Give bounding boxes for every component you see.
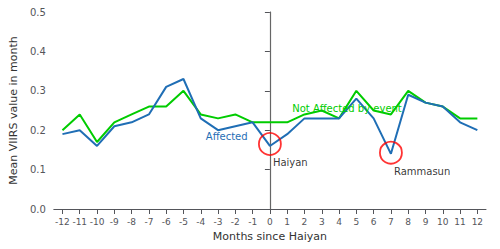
svg-text:0.3: 0.3 — [30, 85, 46, 96]
svg-text:-7: -7 — [144, 217, 153, 227]
svg-text:5: 5 — [353, 217, 359, 227]
svg-text:2: 2 — [302, 217, 308, 227]
svg-text:Mean VIIRS value in month: Mean VIIRS value in month — [7, 36, 20, 184]
svg-text:6: 6 — [371, 217, 377, 227]
svg-text:11: 11 — [454, 217, 465, 227]
svg-text:-9: -9 — [110, 217, 119, 227]
svg-text:Affected: Affected — [206, 131, 248, 142]
svg-text:0.0: 0.0 — [30, 204, 46, 215]
svg-text:-11: -11 — [72, 217, 87, 227]
svg-text:Haiyan: Haiyan — [273, 157, 308, 168]
svg-text:0.5: 0.5 — [30, 7, 46, 18]
svg-text:0.1: 0.1 — [30, 164, 46, 175]
svg-text:0.4: 0.4 — [30, 46, 46, 57]
svg-text:-5: -5 — [179, 217, 188, 227]
svg-text:-1: -1 — [248, 217, 257, 227]
svg-text:-3: -3 — [214, 217, 223, 227]
svg-text:-2: -2 — [231, 217, 240, 227]
svg-text:4: 4 — [336, 217, 342, 227]
svg-text:-10: -10 — [90, 217, 105, 227]
svg-text:7: 7 — [388, 217, 394, 227]
svg-text:3: 3 — [319, 217, 325, 227]
svg-text:-12: -12 — [55, 217, 70, 227]
svg-text:10: 10 — [437, 217, 449, 227]
svg-text:-6: -6 — [162, 217, 171, 227]
svg-text:-4: -4 — [196, 217, 205, 227]
svg-text:Not Affected by event: Not Affected by event — [292, 103, 402, 114]
svg-text:1: 1 — [284, 217, 290, 227]
svg-text:-8: -8 — [127, 217, 136, 227]
svg-text:0.2: 0.2 — [30, 125, 46, 136]
svg-text:8: 8 — [405, 217, 411, 227]
svg-text:0: 0 — [267, 217, 273, 227]
svg-text:9: 9 — [423, 217, 429, 227]
svg-text:Months since Haiyan: Months since Haiyan — [213, 230, 327, 243]
svg-text:12: 12 — [472, 217, 483, 227]
svg-text:Rammasun: Rammasun — [394, 166, 450, 177]
